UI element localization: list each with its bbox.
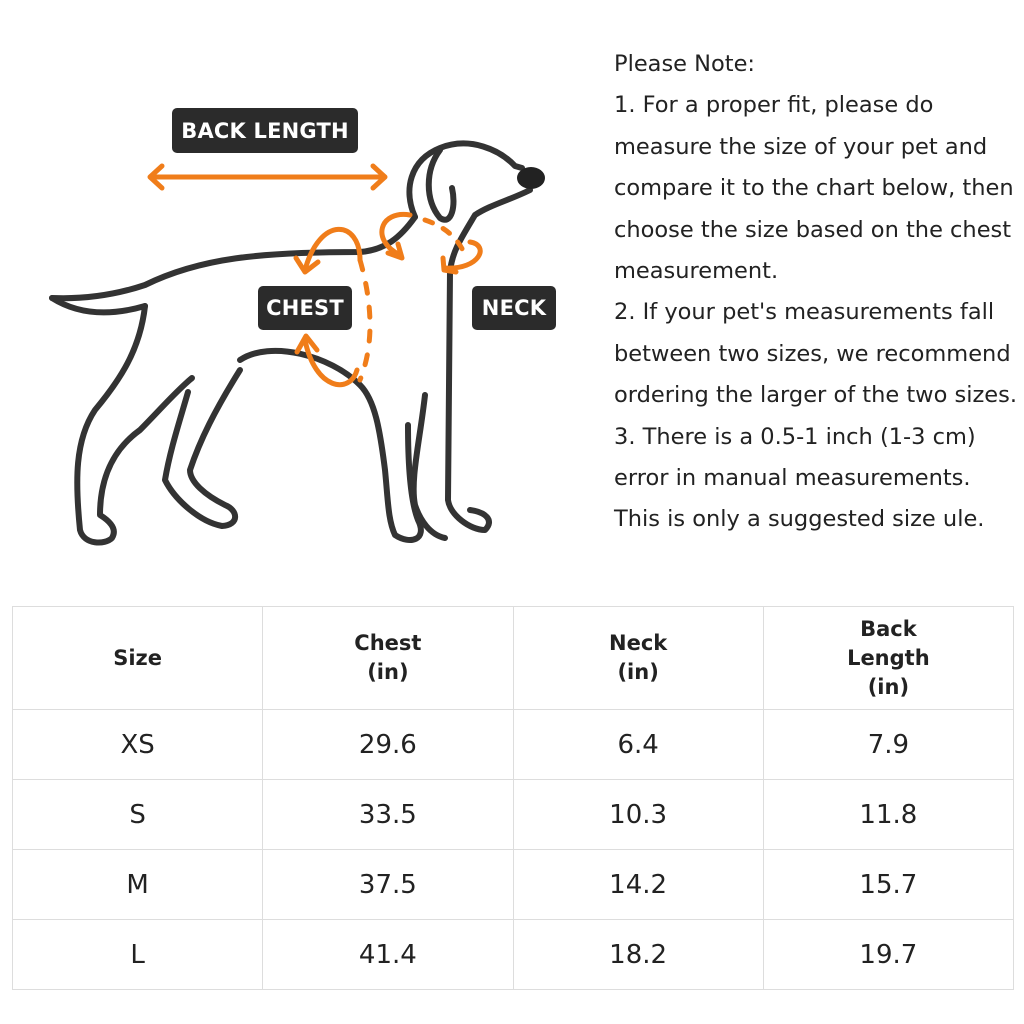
- neck-arrow-right: [440, 239, 483, 275]
- neck-label: NECK: [472, 286, 556, 330]
- chest-arrow-bottom: [302, 337, 360, 388]
- chest-cell: 29.6: [262, 709, 514, 780]
- measurement-arrows: [147, 163, 483, 388]
- size-cell: XS: [11, 709, 264, 780]
- back-length-cell: 19.7: [762, 919, 1015, 990]
- table-header-row: Size Chest (in) Neck (in) Back Length (in): [11, 606, 1015, 710]
- header-text: Chest: [354, 631, 422, 655]
- header-text: Size: [113, 645, 163, 670]
- header-unit: (in): [867, 674, 910, 699]
- back-length-label: BACK LENGTH: [172, 108, 358, 153]
- size-cell: M: [11, 849, 264, 920]
- note-line: ordering the larger of the two sizes.: [614, 382, 1018, 409]
- dog-nose-icon: [517, 167, 545, 189]
- size-cell: L: [11, 919, 264, 990]
- table-row: L 41.4 18.2 19.7: [11, 919, 1015, 990]
- header-neck: Neck (in): [512, 606, 764, 710]
- back-length-cell: 11.8: [762, 779, 1015, 850]
- header-chest: Chest (in): [262, 606, 514, 710]
- back-length-arrow: [147, 163, 388, 191]
- back-length-cell: 7.9: [762, 709, 1015, 780]
- note-line: 1. For a proper fit, please do: [614, 92, 934, 119]
- table-row: S 33.5 10.3 11.8: [11, 779, 1015, 850]
- note-line: between two sizes, we recommend: [614, 340, 1011, 367]
- header-unit: (in): [367, 660, 409, 684]
- table-row: M 37.5 14.2 15.7: [11, 849, 1015, 920]
- notes-title: Please Note:: [614, 51, 756, 77]
- header-size: Size: [11, 606, 264, 710]
- neck-cell: 14.2: [512, 849, 764, 920]
- neck-cell: 6.4: [512, 709, 764, 780]
- chest-cell: 33.5: [262, 779, 514, 850]
- note-line: 2. If your pet's measurements fall: [614, 299, 995, 326]
- table-row: XS 29.6 6.4 7.9: [11, 709, 1015, 780]
- size-chart-table: Size Chest (in) Neck (in) Back Length (in) X…: [11, 606, 1015, 990]
- neck-arrow: [379, 212, 413, 261]
- chest-cell: 41.4: [262, 919, 514, 990]
- note-line: This is only a suggested size ule.: [614, 506, 985, 533]
- size-cell: S: [11, 779, 264, 850]
- please-note-text: Please Note: 1. For a proper fit, please…: [614, 44, 1024, 541]
- chest-label: CHEST: [258, 286, 352, 330]
- chest-dashed-line: [357, 257, 373, 383]
- neck-dashed-line: [422, 217, 468, 258]
- header-unit: (in): [617, 660, 659, 684]
- back-length-cell: 15.7: [762, 849, 1015, 920]
- note-line: 3. There is a 0.5-1 inch (1-3 cm): [614, 423, 976, 450]
- chest-cell: 37.5: [262, 849, 514, 920]
- header-text: Neck: [609, 631, 668, 655]
- header-text: Length: [847, 645, 930, 670]
- note-line: compare it to the chart below, then: [614, 175, 1014, 202]
- dog-outline: [49, 140, 533, 546]
- note-line: measurement.: [614, 258, 779, 285]
- note-line: measure the size of your pet and: [614, 133, 988, 160]
- dog-measurement-diagram: [49, 140, 545, 546]
- neck-cell: 10.3: [512, 779, 764, 850]
- header-text: Back: [860, 616, 917, 641]
- note-line: error in manual measurements.: [614, 465, 971, 492]
- neck-cell: 18.2: [512, 919, 764, 990]
- chest-arrow-top: [302, 226, 363, 273]
- note-line: choose the size based on the chest: [614, 216, 1012, 243]
- header-back-length: Back Length (in): [762, 606, 1015, 710]
